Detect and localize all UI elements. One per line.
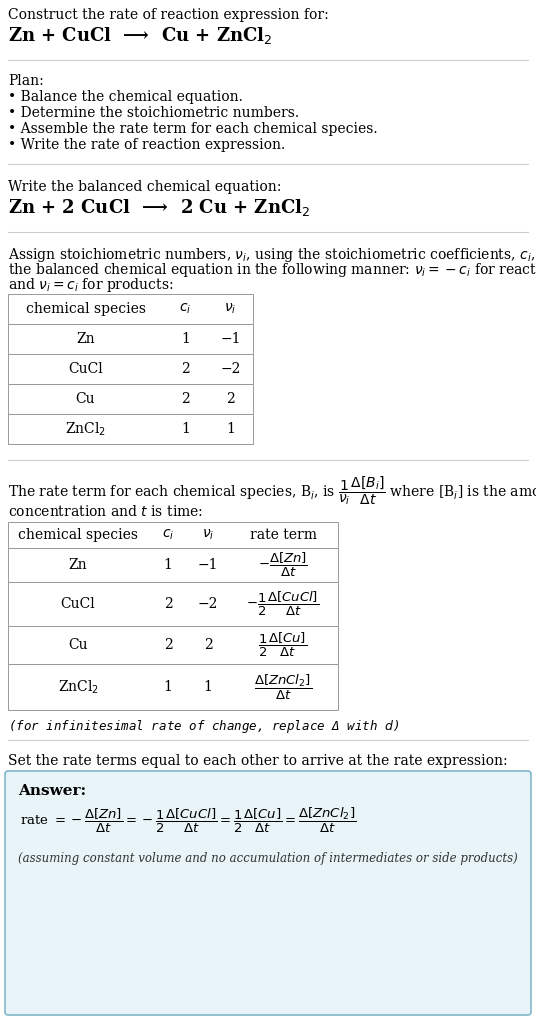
- Text: −2: −2: [220, 362, 241, 376]
- Bar: [8, 626, 338, 664]
- Text: the balanced chemical equation in the following manner: $\nu_i = -c_i$ for react: the balanced chemical equation in the fo…: [8, 261, 536, 279]
- Bar: [8, 548, 338, 582]
- Text: Cu: Cu: [68, 638, 88, 652]
- Bar: [8, 582, 338, 626]
- Text: $\dfrac{\Delta[ZnCl_2]}{\Delta t}$: $\dfrac{\Delta[ZnCl_2]}{\Delta t}$: [254, 672, 312, 701]
- Text: Zn + 2 CuCl  ⟶  2 Cu + ZnCl$_2$: Zn + 2 CuCl ⟶ 2 Cu + ZnCl$_2$: [8, 197, 310, 218]
- Bar: [8, 324, 253, 354]
- Text: Assign stoichiometric numbers, $\nu_i$, using the stoichiometric coefficients, $: Assign stoichiometric numbers, $\nu_i$, …: [8, 246, 536, 264]
- Bar: [8, 414, 253, 444]
- Text: 2: 2: [204, 638, 212, 652]
- Text: $c_i$: $c_i$: [162, 527, 174, 543]
- Text: 1: 1: [181, 332, 190, 346]
- Text: chemical species: chemical species: [26, 302, 145, 316]
- Text: $-\dfrac{\Delta[Zn]}{\Delta t}$: $-\dfrac{\Delta[Zn]}{\Delta t}$: [258, 551, 308, 579]
- Bar: [8, 354, 253, 384]
- Text: (for infinitesimal rate of change, replace Δ with $d$): (for infinitesimal rate of change, repla…: [8, 718, 399, 735]
- Text: Zn: Zn: [69, 558, 87, 572]
- Bar: [8, 522, 338, 548]
- Text: $c_i$: $c_i$: [180, 301, 192, 317]
- Text: CuCl: CuCl: [68, 362, 103, 376]
- Bar: [8, 664, 338, 710]
- Text: −2: −2: [198, 597, 218, 611]
- Text: 1: 1: [163, 558, 173, 572]
- Text: 2: 2: [181, 362, 190, 376]
- Text: 1: 1: [204, 680, 212, 694]
- Text: 1: 1: [163, 680, 173, 694]
- Text: and $\nu_i = c_i$ for products:: and $\nu_i = c_i$ for products:: [8, 276, 174, 294]
- Text: Cu: Cu: [76, 392, 95, 406]
- Text: Plan:: Plan:: [8, 74, 44, 88]
- Text: concentration and $t$ is time:: concentration and $t$ is time:: [8, 504, 203, 519]
- Text: −1: −1: [198, 558, 218, 572]
- Bar: [8, 384, 253, 414]
- Text: rate $= -\dfrac{\Delta[Zn]}{\Delta t} = -\dfrac{1}{2}\dfrac{\Delta[CuCl]}{\Delta: rate $= -\dfrac{\Delta[Zn]}{\Delta t} = …: [20, 806, 356, 835]
- Text: (assuming constant volume and no accumulation of intermediates or side products): (assuming constant volume and no accumul…: [18, 852, 518, 865]
- Text: $\nu_i$: $\nu_i$: [224, 301, 237, 317]
- Text: • Write the rate of reaction expression.: • Write the rate of reaction expression.: [8, 138, 285, 152]
- Text: $-\dfrac{1}{2}\dfrac{\Delta[CuCl]}{\Delta t}$: $-\dfrac{1}{2}\dfrac{\Delta[CuCl]}{\Delt…: [247, 590, 319, 618]
- Text: Zn: Zn: [76, 332, 95, 346]
- Text: ZnCl$_2$: ZnCl$_2$: [65, 420, 106, 438]
- Text: ZnCl$_2$: ZnCl$_2$: [57, 678, 99, 695]
- Text: 2: 2: [226, 392, 235, 406]
- Text: • Assemble the rate term for each chemical species.: • Assemble the rate term for each chemic…: [8, 122, 378, 136]
- Bar: [8, 294, 253, 324]
- Text: CuCl: CuCl: [61, 597, 95, 611]
- Text: Write the balanced chemical equation:: Write the balanced chemical equation:: [8, 180, 281, 194]
- Text: rate term: rate term: [249, 528, 316, 542]
- Text: The rate term for each chemical species, B$_i$, is $\dfrac{1}{\nu_i}\dfrac{\Delt: The rate term for each chemical species,…: [8, 474, 536, 507]
- Text: chemical species: chemical species: [18, 528, 138, 542]
- Text: −1: −1: [220, 332, 241, 346]
- FancyBboxPatch shape: [5, 771, 531, 1015]
- Text: 2: 2: [181, 392, 190, 406]
- Text: Set the rate terms equal to each other to arrive at the rate expression:: Set the rate terms equal to each other t…: [8, 754, 508, 768]
- Text: 2: 2: [163, 597, 173, 611]
- Text: 2: 2: [163, 638, 173, 652]
- Text: • Determine the stoichiometric numbers.: • Determine the stoichiometric numbers.: [8, 106, 299, 120]
- Text: Zn + CuCl  ⟶  Cu + ZnCl$_2$: Zn + CuCl ⟶ Cu + ZnCl$_2$: [8, 25, 273, 46]
- Text: $\dfrac{1}{2}\dfrac{\Delta[Cu]}{\Delta t}$: $\dfrac{1}{2}\dfrac{\Delta[Cu]}{\Delta t…: [258, 631, 308, 659]
- Text: Construct the rate of reaction expression for:: Construct the rate of reaction expressio…: [8, 8, 329, 22]
- Text: 1: 1: [226, 422, 235, 436]
- Text: 1: 1: [181, 422, 190, 436]
- Text: Answer:: Answer:: [18, 784, 86, 798]
- Text: • Balance the chemical equation.: • Balance the chemical equation.: [8, 90, 243, 104]
- Text: $\nu_i$: $\nu_i$: [202, 527, 214, 543]
